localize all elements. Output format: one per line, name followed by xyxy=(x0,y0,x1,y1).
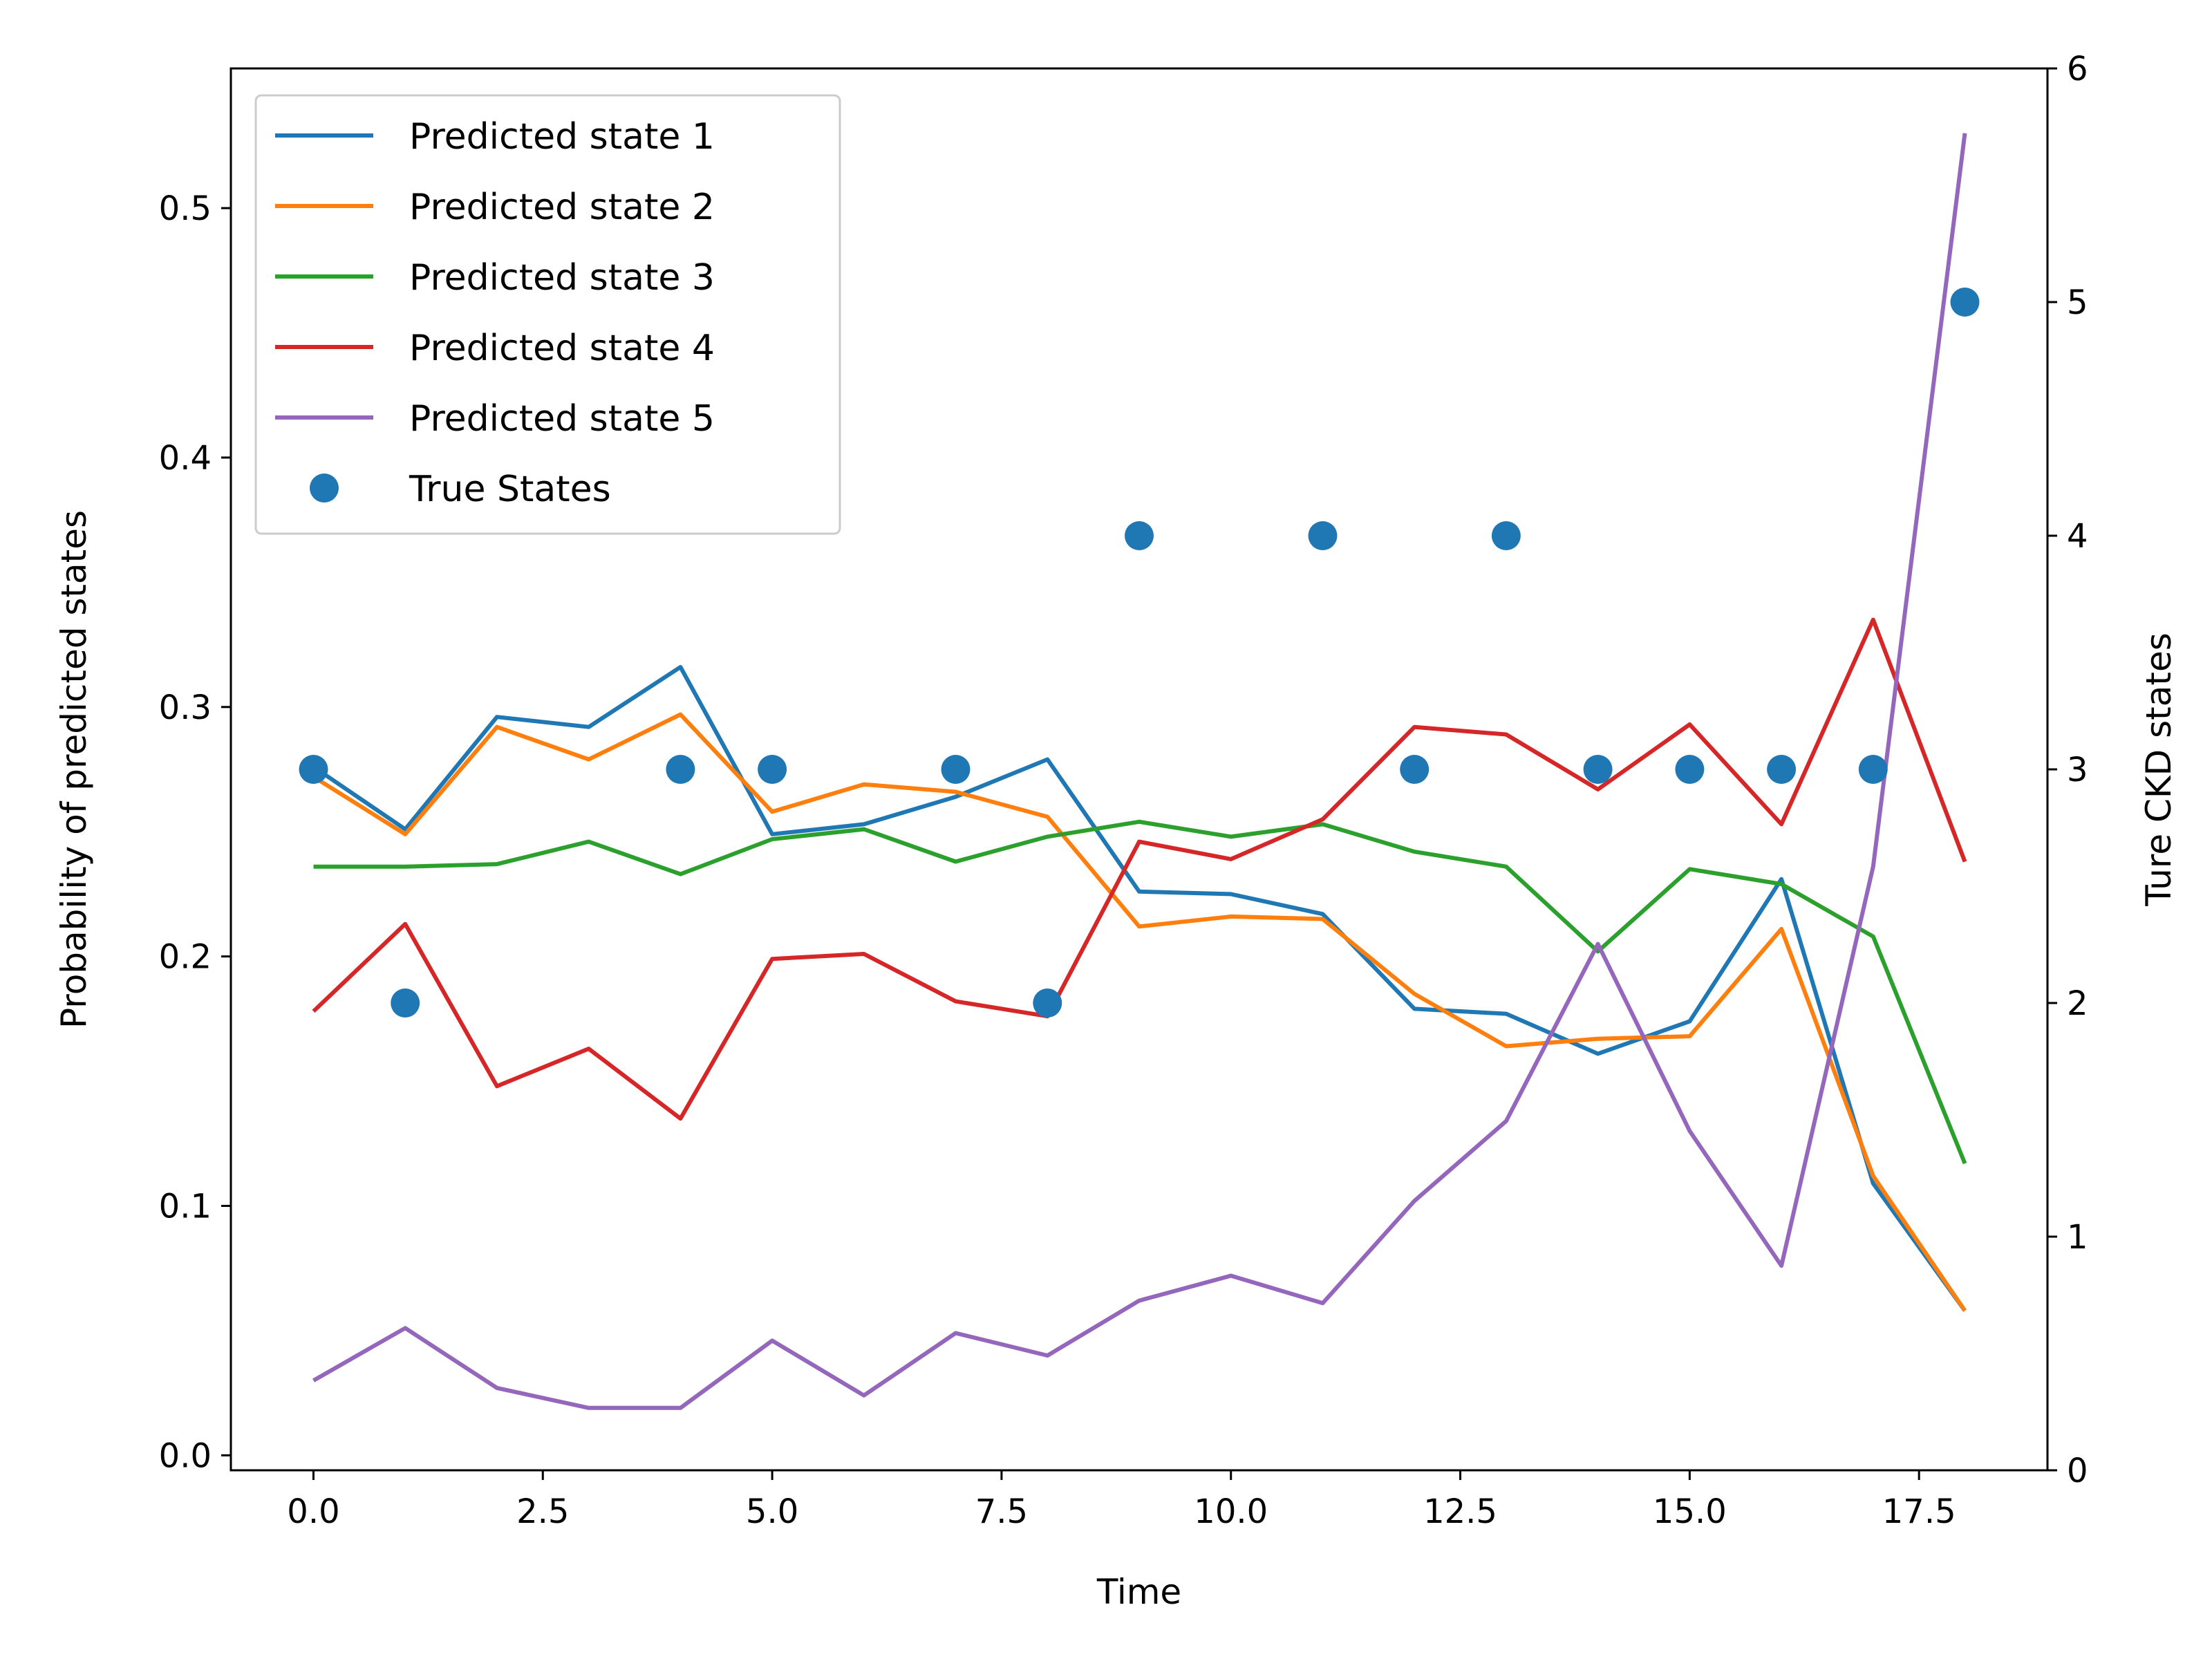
x-tick-label: 0.0 xyxy=(287,1492,339,1531)
y-tick-label: 0.1 xyxy=(159,1187,212,1226)
true-state-point xyxy=(1858,755,1888,784)
y2-tick-label: 1 xyxy=(2067,1218,2088,1257)
true-state-point xyxy=(1675,755,1705,784)
legend-label-predicted-state-4: Predicted state 4 xyxy=(409,328,715,369)
series-line-predicted-state-1 xyxy=(312,665,1967,1312)
legend-label-predicted-state-3: Predicted state 3 xyxy=(409,257,715,299)
true-state-point xyxy=(299,755,328,784)
y-axis-label: Probability of predicted states xyxy=(54,510,94,1029)
series-layer xyxy=(312,133,1967,1410)
x-tick-label: 12.5 xyxy=(1423,1492,1497,1531)
true-state-point xyxy=(666,755,695,784)
x-tick-label: 17.5 xyxy=(1882,1492,1956,1531)
series-line-predicted-state-3 xyxy=(313,819,1967,1165)
y-tick-label: 0.3 xyxy=(159,688,212,727)
true-state-point xyxy=(758,755,787,784)
y-tick-label: 0.2 xyxy=(159,938,212,977)
y-tick-label: 0.5 xyxy=(159,189,212,228)
series-line-predicted-state-4 xyxy=(312,617,1967,1121)
y2-tick-label: 2 xyxy=(2067,984,2088,1023)
true-state-point xyxy=(1491,521,1521,550)
y-tick-label: 0.4 xyxy=(159,439,212,478)
legend-label-predicted-state-5: Predicted state 5 xyxy=(409,398,715,440)
y-tick-label: 0.0 xyxy=(159,1436,212,1475)
axes-layer: 0.0 2.5 5.0 7.5 10.0 12.5 15.0 17.5 0.0 0.1 0.2 0.3… xyxy=(159,50,2088,1531)
series-line-predicted-state-5 xyxy=(312,133,1967,1410)
legend-label-predicted-state-1: Predicted state 1 xyxy=(409,116,715,158)
true-states-layer xyxy=(299,288,1980,1018)
y2-tick-label: 3 xyxy=(2067,751,2088,789)
true-state-point xyxy=(1308,521,1338,550)
true-state-point xyxy=(391,988,420,1018)
true-state-point xyxy=(941,755,971,784)
true-state-point xyxy=(1033,988,1062,1018)
series-line-predicted-state-2 xyxy=(312,712,1967,1312)
legend-label-true-states: True States xyxy=(409,469,611,510)
y2-tick-label: 6 xyxy=(2067,50,2088,88)
legend: Predicted state 1 Predicted state 2 Predic… xyxy=(254,94,841,535)
x-tick-label: 10.0 xyxy=(1194,1492,1268,1531)
x-tick-label: 15.0 xyxy=(1653,1492,1727,1531)
y2-axis-label: Ture CKD states xyxy=(2139,632,2179,907)
x-tick-label: 5.0 xyxy=(746,1492,798,1531)
x-tick-label: 7.5 xyxy=(975,1492,1028,1531)
true-state-point xyxy=(1950,288,1980,317)
x-tick-label: 2.5 xyxy=(516,1492,569,1531)
y2-tick-label: 0 xyxy=(2067,1452,2088,1490)
y2-tick-label: 5 xyxy=(2067,283,2088,322)
x-axis-label: Time xyxy=(1096,1572,1181,1612)
true-state-point xyxy=(1767,755,1797,784)
true-state-point xyxy=(1400,755,1430,784)
legend-label-predicted-state-2: Predicted state 2 xyxy=(409,187,715,228)
true-state-point xyxy=(1125,521,1154,550)
y2-tick-label: 4 xyxy=(2067,517,2088,556)
legend-box xyxy=(254,94,841,535)
true-state-point xyxy=(1583,755,1613,784)
legend-swatch-true-states xyxy=(310,474,339,503)
